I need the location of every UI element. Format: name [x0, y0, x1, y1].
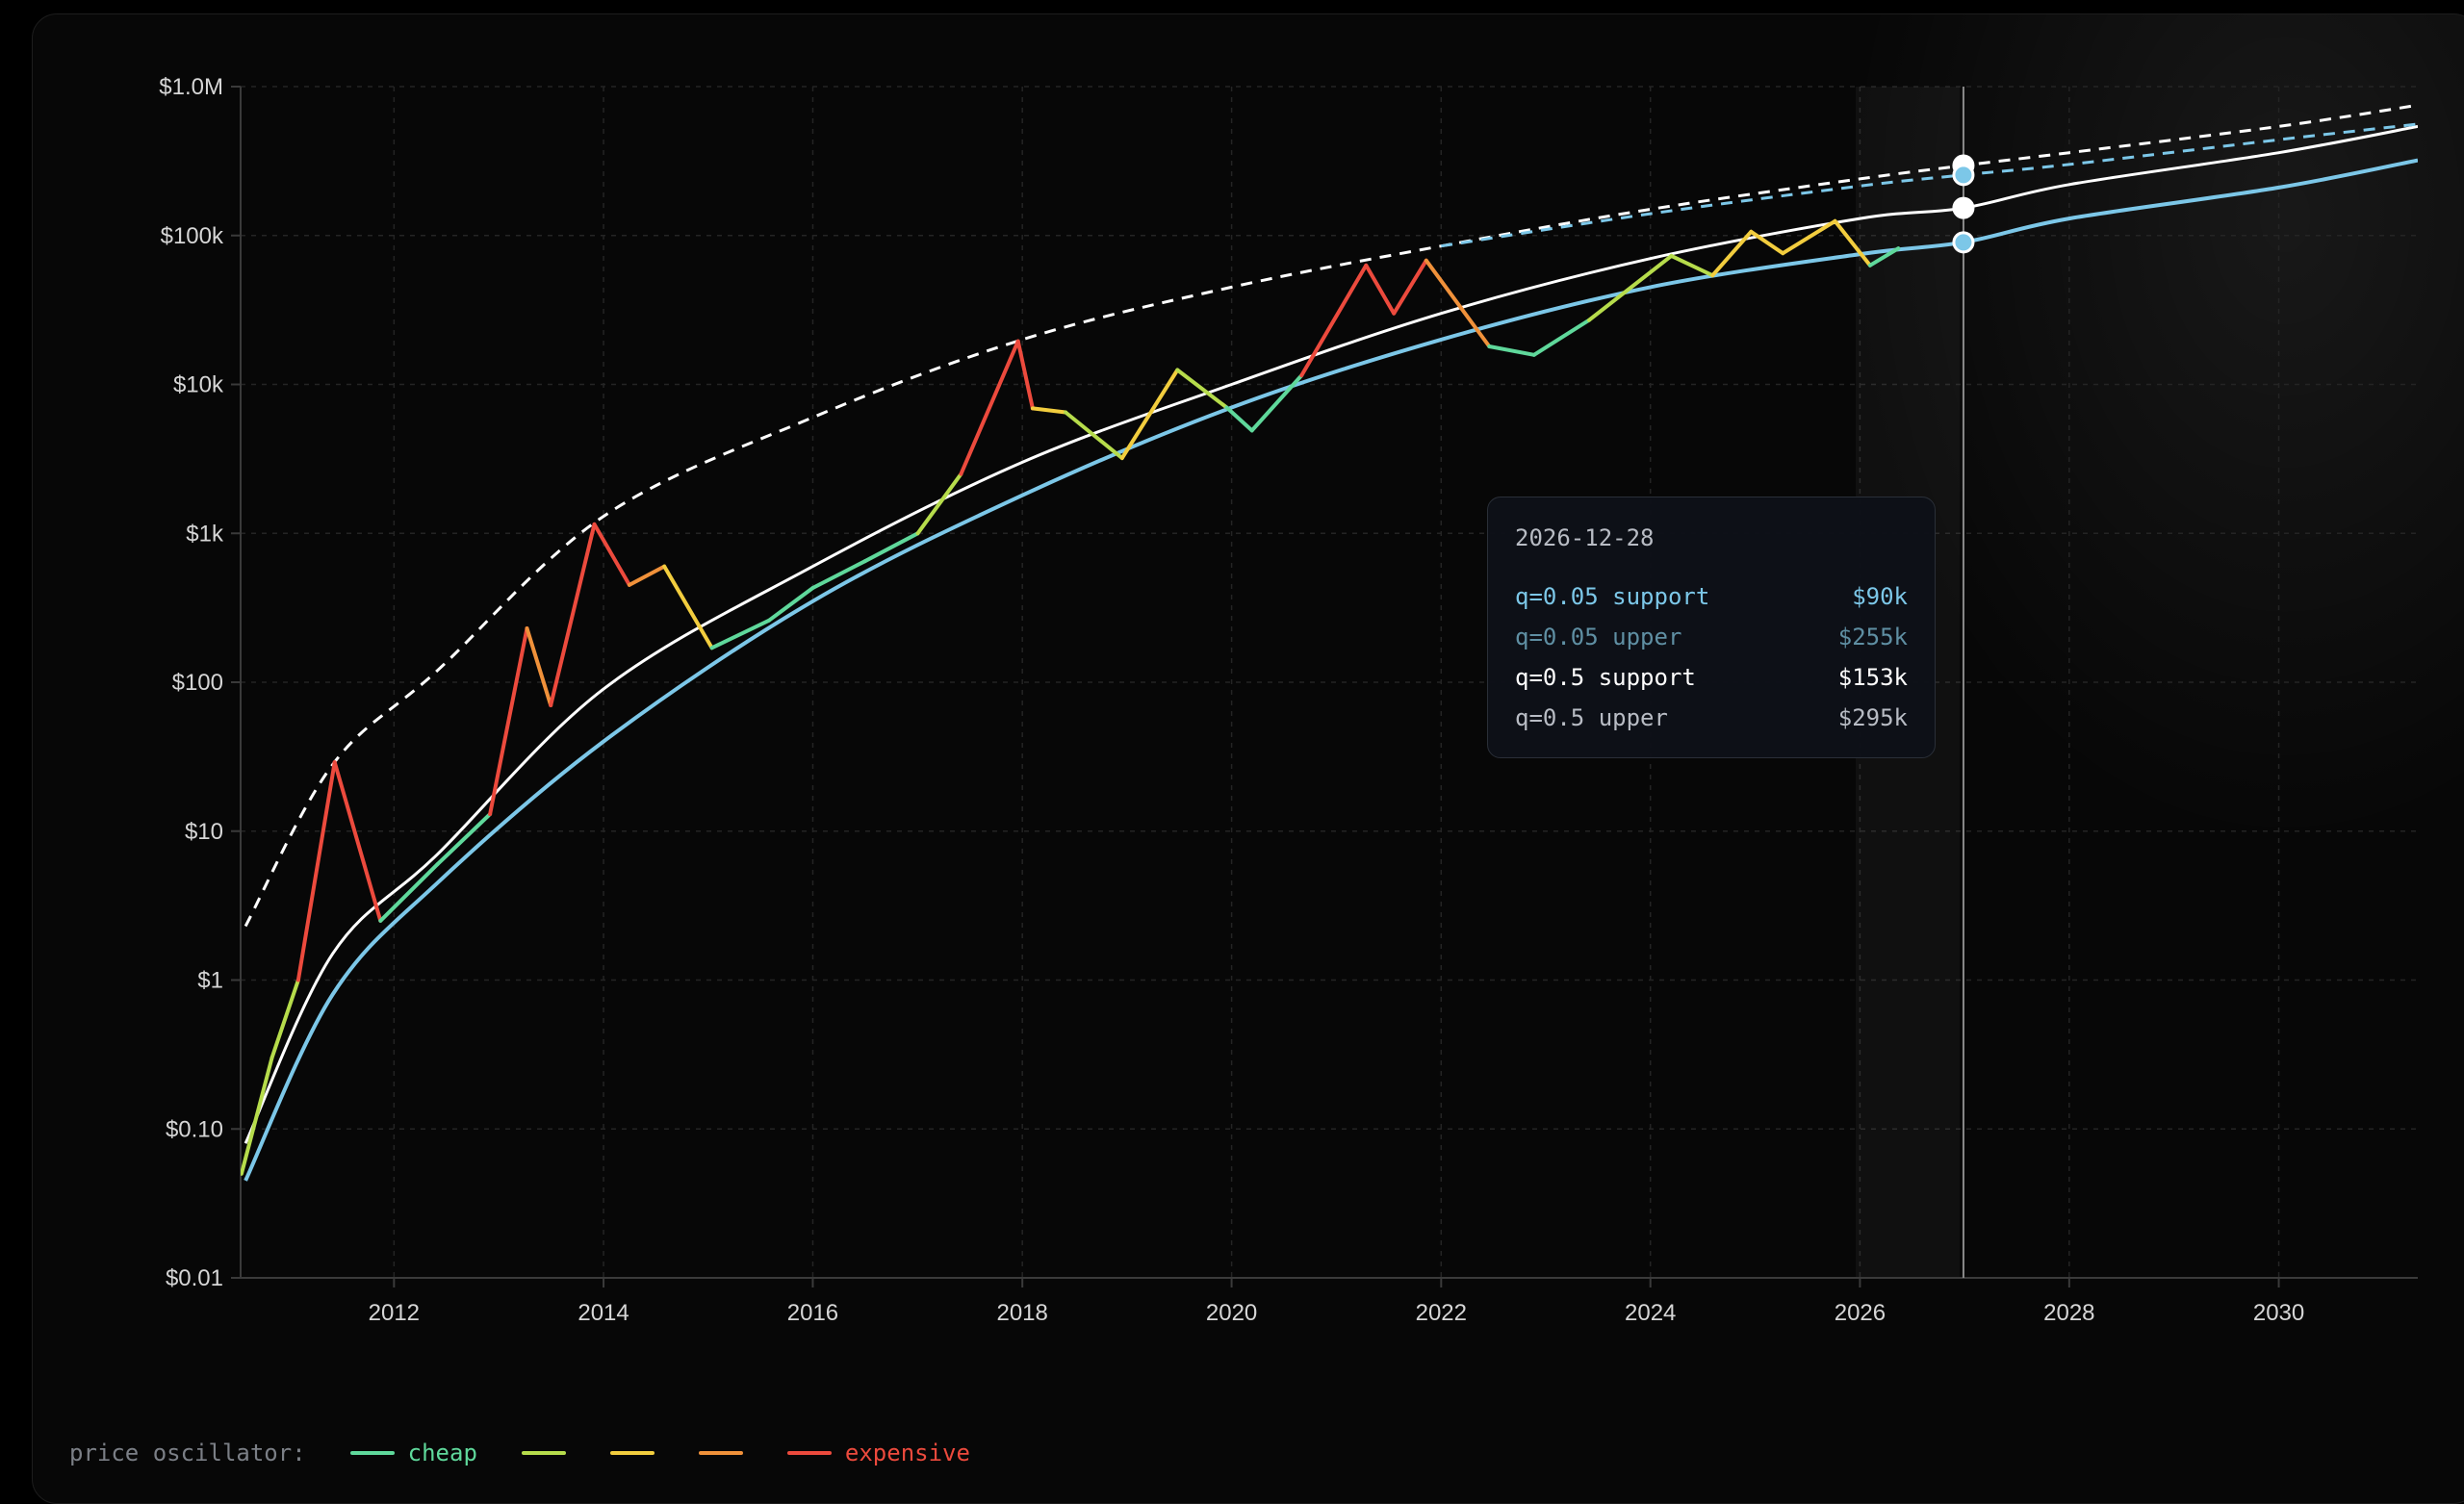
x-tick-label: 2024: [1625, 1300, 1676, 1326]
price-segment: [270, 978, 300, 1060]
price-segment: [1030, 406, 1068, 415]
legend-swatch: [609, 1451, 654, 1455]
tooltip-row-value: $255k: [1837, 624, 1908, 650]
tooltip-row-label: q=0.05 upper: [1515, 624, 1682, 650]
price-segment: [627, 564, 667, 587]
legend-title: price oscillator:: [69, 1440, 306, 1466]
y-tick-label: $100k: [161, 223, 224, 249]
price-segment: [295, 760, 337, 982]
y-tick-label: $1: [197, 968, 223, 994]
y-tick-labels: $1.0M $100k $10k $1k $100 $10 $1 $0.10 $0.01: [159, 74, 241, 1291]
y-tick-label: $1k: [186, 521, 224, 547]
series-layer: [241, 103, 2418, 1182]
tooltip-row: q=0.05 upper $255k: [1515, 617, 1908, 657]
tooltip-row: q=0.5 support $153k: [1515, 657, 1908, 698]
x-tick-label: 2020: [1206, 1300, 1257, 1326]
price-segment: [1364, 263, 1397, 316]
price-segment: [662, 564, 714, 650]
series-line-price: [241, 218, 1901, 1176]
price-segment: [1710, 229, 1754, 278]
tooltip-date: 2026-12-28: [1515, 524, 1655, 551]
price-segment: [1781, 218, 1837, 256]
legend-item-3[interactable]: [609, 1451, 654, 1455]
price-segment: [862, 531, 920, 564]
price-segment: [709, 618, 771, 650]
price-segment: [1224, 405, 1254, 433]
price-segment: [1833, 218, 1872, 268]
grid: [241, 86, 2418, 1279]
y-tick-label: $1.0M: [159, 74, 223, 100]
price-segment: [1175, 368, 1229, 410]
price-segment: [1015, 339, 1035, 411]
price-segment: [810, 559, 867, 590]
price-segment: [959, 339, 1020, 476]
x-tick-label: 2016: [787, 1300, 838, 1326]
price-segment: [1064, 410, 1124, 461]
x-tick-label: 2030: [2253, 1300, 2304, 1326]
x-tick-label: 2028: [2043, 1300, 2094, 1326]
legend-item-expensive[interactable]: expensive: [786, 1440, 970, 1466]
tooltip-row-value: $295k: [1837, 704, 1908, 731]
tooltip-row-value: $153k: [1837, 664, 1908, 691]
price-segment: [1487, 344, 1536, 357]
legend-swatch: [698, 1451, 743, 1455]
tooltip-row: q=0.5 upper $295k: [1515, 698, 1908, 738]
price-segment: [378, 862, 440, 923]
price-segment: [332, 760, 383, 923]
x-tick-label: 2018: [996, 1300, 1047, 1326]
x-tick-label: 2022: [1416, 1300, 1467, 1326]
legend-swatch: [786, 1451, 832, 1455]
price-segment: [592, 522, 631, 587]
legend-swatch: [521, 1451, 566, 1455]
price-segment: [1392, 258, 1428, 316]
legend: price oscillator: cheap expensive: [69, 1440, 1014, 1466]
cursor-markers: [1952, 154, 1975, 254]
legend-item-2[interactable]: [521, 1451, 566, 1455]
price-segment: [1424, 258, 1492, 348]
price-segment: [1749, 229, 1785, 256]
tooltip-row-label: q=0.05 support: [1515, 583, 1710, 610]
y-tick-label: $0.10: [166, 1116, 223, 1142]
legend-swatch: [349, 1451, 395, 1455]
price-segment: [1249, 373, 1304, 433]
price-segment: [525, 626, 553, 707]
tooltip-row: q=0.05 support $90k: [1515, 576, 1908, 617]
y-tick-label: $0.01: [166, 1265, 223, 1291]
price-segment: [488, 626, 529, 817]
price-segment: [1587, 253, 1674, 322]
y-tick-label: $100: [172, 670, 223, 696]
tooltip: 2026-12-28 q=0.05 support $90k q=0.05 up…: [1487, 497, 1936, 758]
cursor-marker-q-0-05-upper: [1952, 164, 1975, 187]
legend-item-cheap[interactable]: cheap: [349, 1440, 477, 1466]
cursor-marker-q-0-05-support: [1952, 231, 1975, 254]
price-segment: [241, 1056, 274, 1176]
series-line-q-0-05-support: [244, 158, 2418, 1182]
price-segment: [1299, 263, 1369, 378]
legend-label: expensive: [844, 1440, 970, 1466]
x-tick-label: 2012: [369, 1300, 420, 1326]
tooltip-row-value: $90k: [1852, 583, 1908, 610]
x-tick-label: 2026: [1835, 1300, 1886, 1326]
legend-item-4[interactable]: [698, 1451, 743, 1455]
price-segment: [1867, 246, 1901, 268]
x-tick-labels: 2012 2014 2016 2018 2020 2022 2024 2026 2028 2030: [369, 1278, 2304, 1326]
series-line-q-0-5-support: [244, 124, 2418, 1144]
x-tick-label: 2014: [578, 1300, 629, 1326]
price-segment: [435, 812, 493, 867]
legend-label: cheap: [407, 1440, 477, 1466]
tooltip-row-label: q=0.5 support: [1515, 664, 1696, 691]
series-line-q-0-5-upper: [244, 103, 2418, 928]
price-segment: [1531, 318, 1591, 357]
cursor-marker-q-0-5-support: [1952, 196, 1975, 219]
y-tick-label: $10k: [173, 372, 224, 398]
price-segment: [1119, 368, 1180, 461]
tooltip-row-label: q=0.5 upper: [1515, 704, 1668, 731]
y-tick-label: $10: [185, 819, 223, 845]
price-segment: [1669, 253, 1715, 278]
price-segment: [766, 586, 815, 623]
price-segment: [915, 472, 963, 536]
price-segment: [549, 522, 597, 707]
